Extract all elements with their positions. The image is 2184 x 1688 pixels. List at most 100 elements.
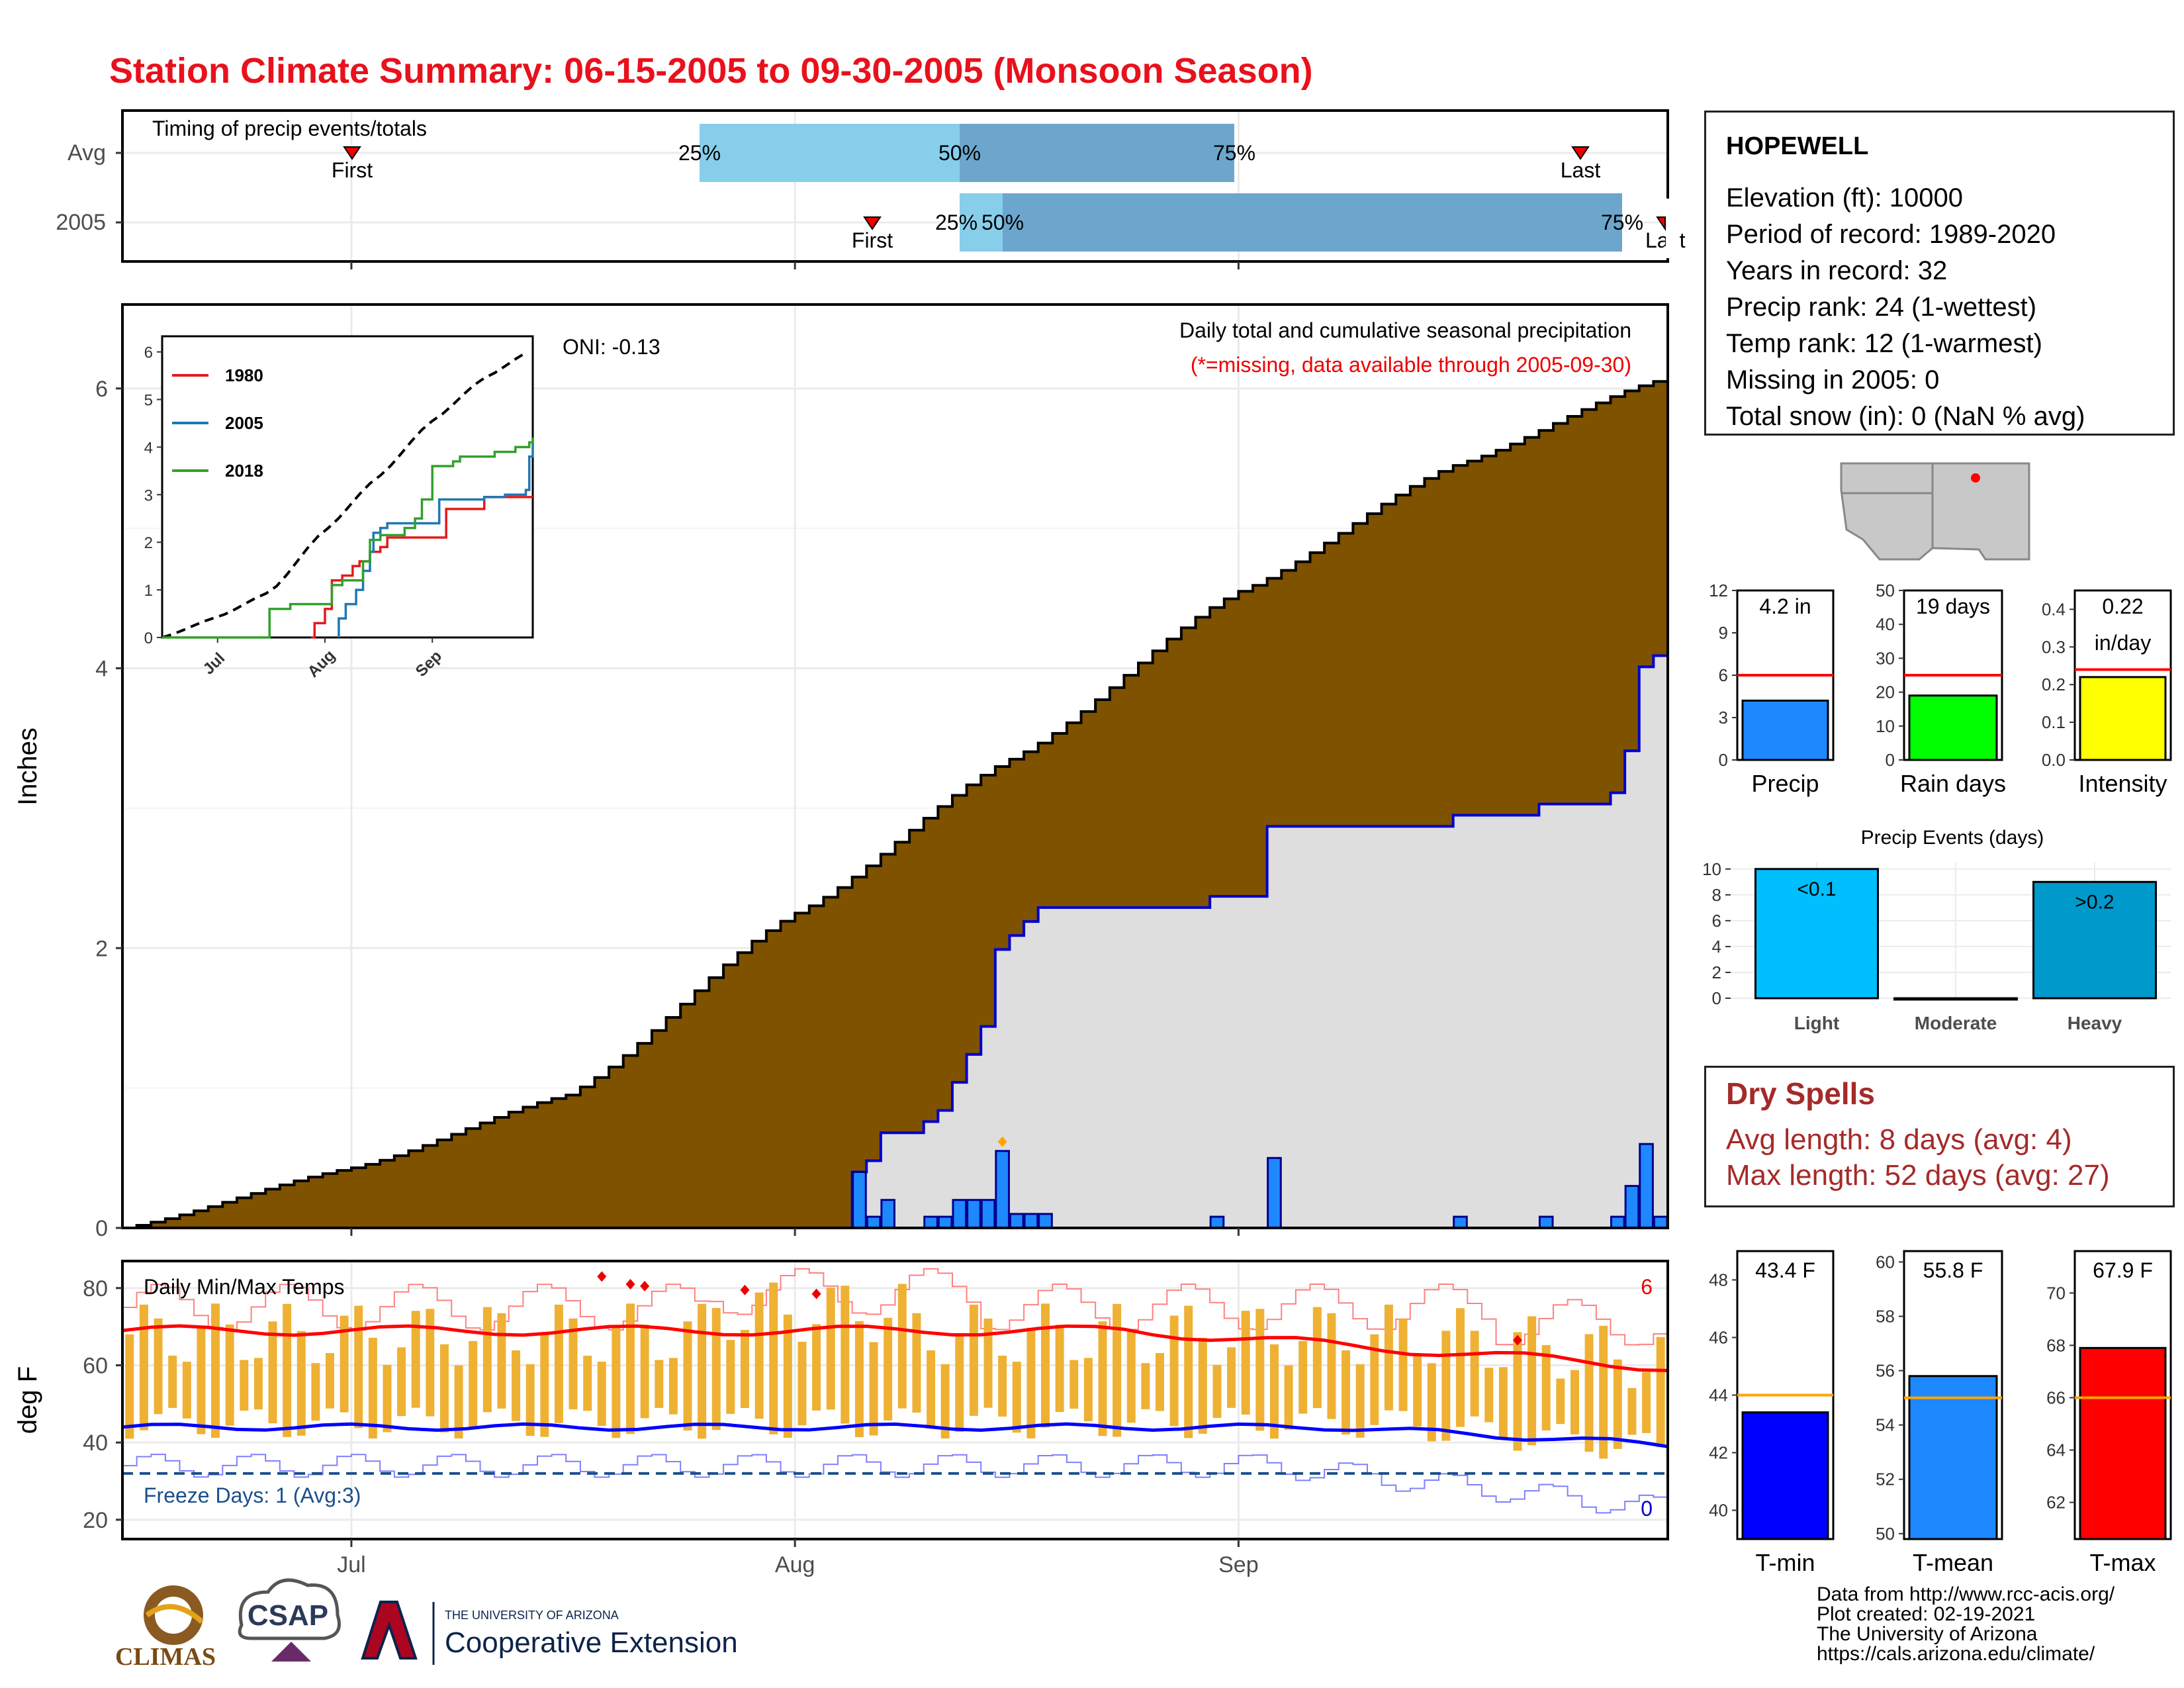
precip-events-ytick-label: 0 (1712, 988, 1721, 1008)
summary-ytick-label: 30 (1876, 648, 1895, 668)
summary-ytick-label: 0.3 (2042, 637, 2066, 657)
avg-q75-label: 75% (1213, 141, 1255, 165)
y2005-last-label: Last (1645, 228, 1686, 252)
temp-summary-ytick-label: 46 (1709, 1328, 1728, 1348)
inset-series-2005 (338, 438, 534, 637)
footer-line-4: https://cals.arizona.edu/climate/ (1817, 1643, 2095, 1665)
precip-event-bar (2032, 880, 2157, 1000)
climas-logo: CLIMAS (115, 1585, 216, 1671)
daily-temp-range-bar (1155, 1352, 1164, 1411)
daily-temp-range-bar (1484, 1368, 1494, 1423)
daily-temp-range-bar (439, 1344, 449, 1432)
summary-ytick-label: 50 (1876, 581, 1895, 600)
precip-annotation-title: Daily total and cumulative seasonal prec… (1179, 318, 1631, 342)
daily-temp-range-bar (927, 1350, 936, 1429)
summary-ytick-label: 12 (1709, 581, 1728, 600)
daily-temp-range-bar (1456, 1308, 1465, 1427)
precip-ytick-label: 4 (95, 657, 108, 682)
daily-temp-range-bar (1041, 1303, 1050, 1428)
temp-summary-ytick-label: 52 (1876, 1470, 1895, 1489)
daily-temp-range-bar (1069, 1360, 1079, 1409)
daily-temp-range-bar (655, 1360, 664, 1408)
temp-summary-ytick-label: 50 (1876, 1524, 1895, 1544)
daily-precip-bar (1023, 1213, 1039, 1229)
record-high-marker (811, 1288, 821, 1299)
daily-temp-range-bar (1656, 1336, 1665, 1448)
inset-avg-line (161, 352, 527, 639)
avg-q50-q75-bar (960, 124, 1234, 182)
station-info-line: Years in record: 32 (1726, 256, 1948, 285)
daily-temp-range-bar (1298, 1340, 1308, 1414)
inset-legend-label: 2005 (225, 413, 263, 433)
daily-temp-range-bar (640, 1324, 649, 1419)
daily-temp-range-bar (197, 1327, 206, 1434)
daily-temp-range-bar (1284, 1365, 1293, 1430)
daily-temp-range-bar (525, 1364, 535, 1436)
temp-ytick-label: 20 (83, 1508, 108, 1533)
summary-ytick-label: 0 (1886, 750, 1895, 770)
station-name: HOPEWELL (1726, 132, 1869, 160)
temp-right-top: 6 (1641, 1275, 1653, 1299)
avg-first-label: First (332, 158, 373, 182)
record-high-marker (625, 1279, 635, 1289)
precip-event-bar-label: <0.1 (1797, 878, 1836, 900)
daily-temp-range-bar (1556, 1378, 1565, 1425)
timing-row-2005-label: 2005 (56, 210, 106, 235)
precip-ytick-label: 2 (95, 936, 108, 961)
station-info-line: Missing in 2005: 0 (1726, 365, 1940, 395)
temp-summary-value: 67.9 F (2093, 1258, 2153, 1282)
summary-value-label: 19 days (1916, 594, 1990, 618)
month-tick-label: Sep (1218, 1552, 1259, 1577)
daily-temp-range-bar (182, 1362, 191, 1419)
y2005-q50-label: 50% (981, 211, 1024, 234)
daily-temp-range-bar (1098, 1321, 1107, 1436)
avg-last-marker (1571, 146, 1590, 160)
summary-ytick-label: 9 (1719, 623, 1728, 643)
daily-temp-range-bar (1169, 1315, 1179, 1427)
daily-temp-range-bar (497, 1313, 506, 1409)
precip-events-chart: Precip Events (days) <0.1 Light Moderate >0.… (1702, 827, 2181, 1033)
daily-temp-range-bar (797, 1341, 807, 1426)
summary-value-unit: in/day (2095, 631, 2151, 655)
daily-temp-range-bar (240, 1360, 249, 1411)
station-info-line: Elevation (ft): 10000 (1726, 183, 1963, 212)
record-min-line (122, 1454, 1668, 1514)
station-info-line: Period of record: 1989-2020 (1726, 220, 2056, 249)
temp-summary-ytick-label: 58 (1876, 1306, 1895, 1326)
station-marker (1971, 473, 1980, 483)
daily-temp-range-bar (741, 1330, 749, 1409)
summary-ytick-label: 0.0 (2042, 750, 2066, 770)
precip-ytick-label: 6 (95, 377, 108, 402)
inset-ytick-label: 4 (144, 439, 153, 457)
daily-temp-range-bar (897, 1284, 907, 1409)
daily-temp-range-bar (1413, 1356, 1422, 1427)
record-high-marker (597, 1271, 607, 1282)
daily-temp-range-bar (1470, 1331, 1479, 1417)
y2005-last-marker (1656, 216, 1666, 232)
daily-temp-range-bar (569, 1318, 578, 1410)
daily-precip-bar (937, 1215, 953, 1229)
temp-summary-label: T-min (1756, 1549, 1815, 1576)
daily-precip-bar (1639, 1143, 1654, 1229)
temp-ytick-label: 80 (83, 1276, 108, 1301)
daily-temp-range-bar (139, 1304, 148, 1430)
daily-temp-range-bar (884, 1317, 893, 1421)
inset-ytick-label: 1 (144, 582, 153, 600)
y2005-q50-q75-bar (1003, 193, 1622, 252)
daily-precip-bar (1009, 1213, 1024, 1229)
inset-legend-label: 1980 (225, 365, 263, 385)
daily-precip-bar (1610, 1215, 1625, 1229)
summary-ytick-label: 10 (1876, 716, 1895, 736)
daily-temp-range-bar (154, 1318, 163, 1415)
inset-ytick-label: 5 (144, 391, 153, 409)
precip-events-ytick-label: 2 (1712, 962, 1721, 982)
summary-ytick-label: 20 (1876, 682, 1895, 702)
daily-temp-range-bar (626, 1303, 635, 1434)
daily-precip-bar (952, 1199, 968, 1229)
daily-temp-range-bar (253, 1358, 263, 1410)
daily-temp-range-bar (311, 1363, 320, 1421)
temp-summary-label: T-max (2089, 1549, 2156, 1576)
daily-temp-range-bar (1527, 1316, 1537, 1446)
daily-temp-range-bar (1599, 1325, 1608, 1459)
daily-temp-range-bar (1255, 1309, 1265, 1431)
